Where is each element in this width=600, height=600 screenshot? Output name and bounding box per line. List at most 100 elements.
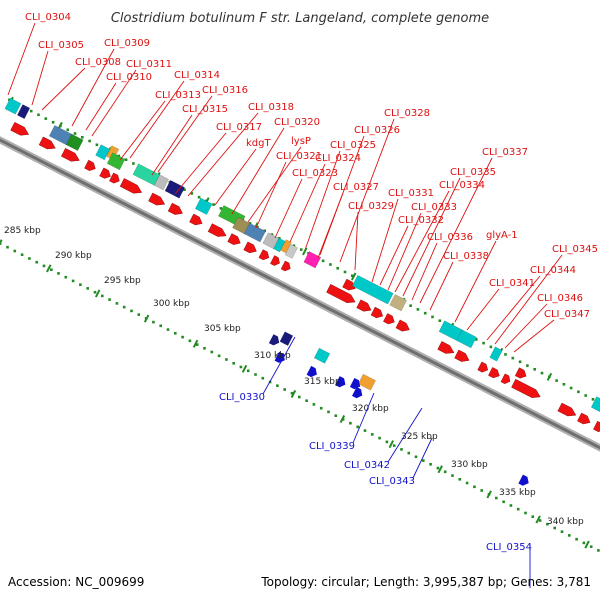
tick-dot [122,305,126,309]
cds-arrow-forward [258,249,270,261]
tick-dot [351,274,354,278]
cds-arrow-forward [270,255,280,266]
leader-line [387,407,423,463]
gene-box-reverse [357,373,376,391]
cds-arrow-forward [454,349,470,362]
gene-label: CLI_0308 [75,57,121,68]
tick-dot [591,398,595,401]
leader-line [429,261,454,311]
gene-box [4,97,22,115]
tick-dot [378,436,381,440]
major-tick [143,314,150,323]
tick-dot [482,341,485,345]
tick-dot [181,335,184,339]
gene-box [65,133,84,151]
gene-label: CLI_0311 [126,59,172,70]
major-tick [302,247,308,256]
tick-dot [577,390,580,394]
tick-dot [239,365,243,369]
gene-label: CLI_0320 [274,117,320,128]
leader-line [394,190,450,293]
gene-label: CLI_0327 [333,182,379,193]
tick-dot [584,394,587,397]
tick-label: 340 kbp [547,517,584,527]
tick-dot [6,245,9,249]
feature-layer [4,97,600,486]
cds-arrow-forward [243,241,257,254]
tick-dot [183,188,186,191]
major-tick [241,364,248,373]
tick-dot [212,203,215,206]
cds-arrow-forward [84,159,96,171]
tick-dot [195,343,199,346]
gene-box [16,104,31,120]
cds-arrow-reverse [335,376,346,388]
gene-box-reverse [313,347,331,364]
tick-dot [29,109,33,113]
cds-arrow-reverse [349,378,361,390]
major-tick [192,339,199,348]
tick-dot [298,395,301,399]
tick-dot [20,253,24,256]
major-tick [339,415,346,424]
gene-label: CLI_0304 [25,12,71,23]
major-tick [486,490,492,499]
tick-label: 320 kbp [352,404,389,414]
tick-dot [79,283,82,286]
tick-dot [276,384,279,387]
leader-line [119,100,166,161]
tick-dot [416,308,420,311]
leader-line [513,319,555,353]
tick-dot [349,421,352,425]
major-tick [290,389,297,398]
tick-dot [57,272,60,275]
tick-label: 285 kbp [4,226,41,236]
major-tick [535,515,541,524]
leader-line [387,212,422,291]
leader-line [247,146,302,223]
tick-dot [443,470,447,474]
gene-label: CLI_0339 [309,441,355,452]
leader-line [151,114,193,176]
tick-dot [329,263,332,266]
tick-dot [504,353,507,356]
tick-dot [568,534,571,537]
gene-label: kdgT [246,138,271,149]
tick-dot [166,328,170,331]
leader-line [419,157,493,304]
tick-dot [511,356,515,360]
cds-arrow-forward [61,148,80,162]
gene-label: CLI_0321 [276,151,322,162]
tick-dot [64,275,68,279]
gene-box [106,152,126,171]
tick-dot [409,304,412,307]
leader-line [466,288,500,331]
tick-dot [8,98,11,102]
gene-label: CLI_0346 [537,293,583,304]
tick-dot [217,354,221,358]
major-tick [437,465,443,474]
tick-dot [188,339,192,343]
gene-label: CLI_0318 [248,102,294,113]
cds-arrow-forward [38,136,56,150]
tick-label: 305 kbp [204,324,241,334]
tick-dot [327,410,330,414]
backbone [0,136,600,452]
tick-dot [538,519,542,522]
major-tick [584,540,590,549]
tick-dot [321,259,325,263]
tick-label: 295 kbp [104,276,141,286]
map-title: Clostridium botulinum F str. Langeland, … [111,11,489,26]
gene-label: CLI_0334 [439,180,485,191]
tick-dot [516,507,520,511]
gene-label: CLI_0332 [398,215,444,226]
tick-dot [261,376,265,380]
gene-label: CLI_0342 [344,460,390,471]
tick-label: 300 kbp [153,299,190,309]
cds-arrow-forward [99,167,111,179]
gene-box [489,346,503,362]
cds-arrow-forward [109,172,120,184]
tick-labels: 285 kbp 290 kbp 295 kbp 300 kbp 305 kbp … [4,226,584,527]
tick-dot [108,298,111,301]
